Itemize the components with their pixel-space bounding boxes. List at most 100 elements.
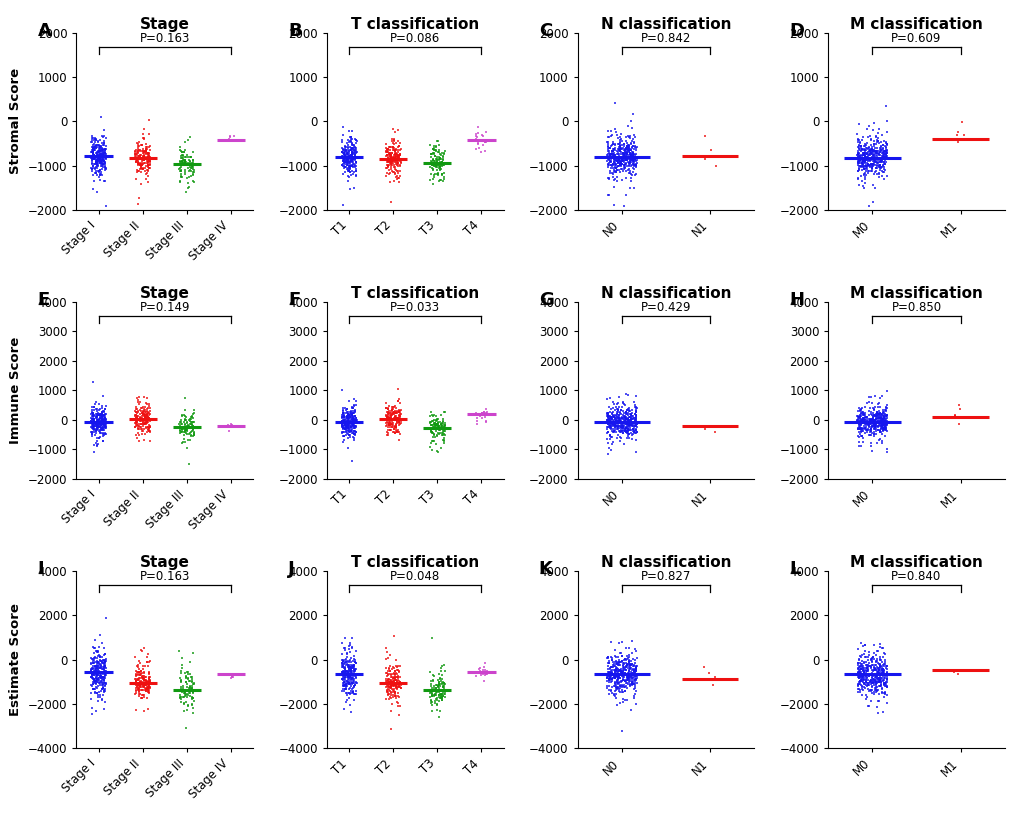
Point [342,155,359,168]
Point [136,688,152,701]
Point [865,430,881,443]
Point [94,151,110,164]
Point [94,423,110,436]
Point [379,413,395,427]
Point [853,659,869,672]
Point [868,157,884,170]
Point [96,418,112,431]
Point [90,135,106,148]
Point [339,418,356,432]
Point [610,144,627,157]
Point [866,663,882,676]
Point [619,426,635,439]
Point [341,149,358,162]
Point [434,150,450,163]
Point [605,155,622,169]
Point [347,155,364,169]
Point [614,200,631,213]
Point [871,679,888,692]
Point [89,157,105,170]
Point [865,148,881,161]
Point [875,658,892,671]
Point [97,403,113,416]
Point [607,651,624,664]
Point [380,153,396,166]
Point [865,423,881,436]
Point [865,137,881,150]
Point [384,141,400,154]
Point [337,671,354,684]
Point [623,136,639,150]
Point [603,159,620,173]
Point [869,146,886,159]
Point [90,135,106,148]
Point [868,409,884,423]
Point [605,146,622,159]
Point [858,414,874,427]
Point [85,407,101,420]
Point [333,410,350,423]
Point [141,674,157,687]
Point [378,144,394,157]
Point [627,665,643,678]
Point [95,147,111,160]
Point [137,409,153,422]
Point [383,156,399,169]
Point [86,152,102,165]
Point [852,151,868,164]
Point [337,413,354,427]
Point [858,150,874,164]
Point [425,417,441,430]
Point [85,413,101,426]
Point [850,134,866,147]
Point [336,653,353,666]
Point [612,142,629,155]
Point [628,419,644,432]
Point [605,671,622,684]
Point [875,667,892,681]
Point [176,425,193,438]
Point [619,417,635,430]
Point [85,677,101,690]
Point [615,685,632,698]
Point [172,145,189,158]
Point [139,410,155,423]
Point [428,160,444,173]
Point [871,412,888,425]
Point [344,141,361,154]
Point [431,691,447,704]
Point [622,155,638,168]
Point [431,161,447,174]
Point [96,148,112,161]
Point [127,153,144,166]
Point [602,148,619,161]
Point [174,423,191,436]
Point [601,433,618,446]
Point [379,411,395,424]
Point [173,422,190,435]
Point [380,167,396,180]
Point [387,412,404,425]
Point [224,670,240,683]
Point [387,426,404,439]
Point [385,661,401,674]
Point [436,420,452,433]
Point [184,160,201,173]
Point [859,418,875,432]
Point [423,148,439,161]
Point [875,410,892,423]
Point [869,676,886,689]
Point [611,422,628,435]
Point [851,413,867,427]
Point [866,658,882,672]
Point [91,668,107,681]
Point [867,656,883,669]
Point [343,132,360,145]
Point [385,155,401,168]
Point [385,425,401,438]
Point [435,156,451,169]
Point [389,425,406,438]
Point [620,141,636,155]
Point [429,152,445,165]
Point [92,677,108,690]
